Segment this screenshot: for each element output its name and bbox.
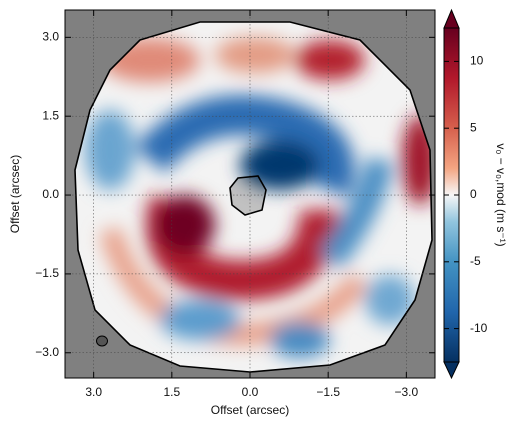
- y-tick-label: 0.0: [42, 187, 59, 201]
- residual-map: [75, 22, 432, 372]
- colorbar-tick-label: 10: [470, 54, 484, 68]
- x-axis-label: Offset (arcsec): [211, 403, 289, 417]
- x-tick-label: 3.0: [85, 385, 102, 399]
- colorbar-label: v₀ − v₀,mod (m s⁻¹): [494, 143, 508, 246]
- x-tick-label: −3.0: [394, 385, 418, 399]
- y-tick-label: 1.5: [42, 108, 59, 122]
- x-tick-label: 0.0: [242, 385, 259, 399]
- colorbar-extend-top: [443, 8, 460, 29]
- colorbar: [444, 28, 459, 362]
- colorbar-extend-bottom: [443, 361, 460, 380]
- y-tick-label: −3.0: [35, 345, 59, 359]
- image-panel: [65, 10, 435, 378]
- x-tick-label: 1.5: [163, 385, 180, 399]
- colorbar-tick-label: -10: [470, 321, 488, 335]
- colorbar-tick-label: 0: [470, 187, 477, 201]
- y-tick-label: −1.5: [35, 266, 59, 280]
- colorbar-tick-label: 5: [470, 120, 477, 134]
- beam: [96, 335, 108, 347]
- colorbar-tick-label: -5: [470, 254, 481, 268]
- x-tick-label: −1.5: [316, 385, 340, 399]
- y-tick-label: 3.0: [42, 30, 59, 44]
- y-axis-label: Offset (arcsec): [8, 155, 22, 233]
